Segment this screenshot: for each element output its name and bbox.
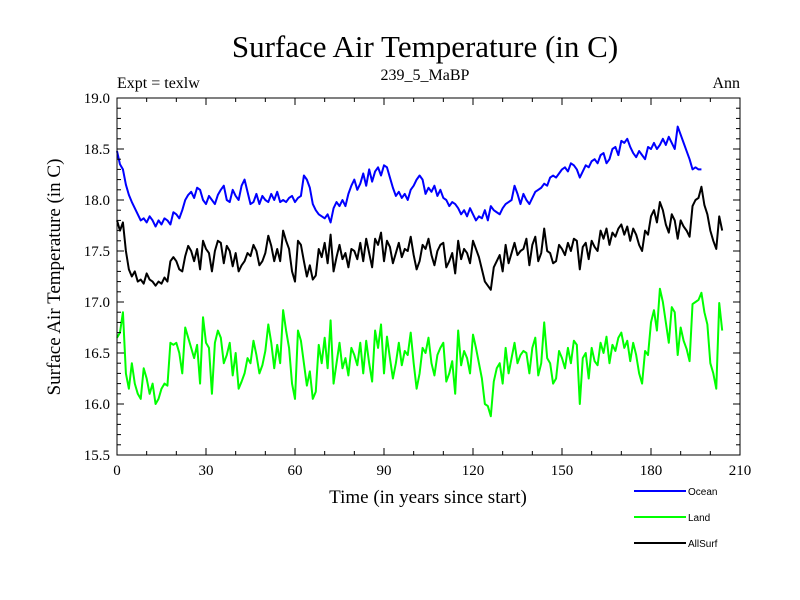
experiment-label: Expt = texlw: [117, 75, 200, 92]
y-tick-label: 16.5: [84, 346, 110, 362]
series-line-land: [116, 287, 724, 418]
legend-label-allsurf: AllSurf: [688, 539, 718, 550]
y-tick-label: 15.5: [84, 448, 110, 464]
x-tick-label: 30: [199, 463, 214, 479]
x-tick-label: 120: [462, 463, 485, 479]
series-layer: [116, 125, 724, 418]
y-tick-label: 19.0: [84, 91, 110, 107]
x-tick-label: 180: [640, 463, 663, 479]
legend: Ocean Land AllSurf: [634, 487, 718, 550]
plot-frame: [116, 97, 741, 456]
plot-area: 0 30 60 90 120 150 180 210 15.5 16.0 16.5 17.0 17.5…: [84, 91, 752, 479]
x-tick-label: 0: [113, 463, 121, 479]
x-tick-label: 60: [288, 463, 303, 479]
series-line-allsurf: [116, 185, 724, 291]
x-tick-label: 150: [551, 463, 574, 479]
x-tick-label: 210: [729, 463, 752, 479]
y-axis-ticks: 15.5 16.0 16.5 17.0 17.5 18.0 18.5 19.0: [84, 91, 740, 464]
y-tick-label: 17.5: [84, 244, 110, 260]
y-tick-label: 18.5: [84, 142, 110, 158]
x-axis-ticks: 0 30 60 90 120 150 180 210: [113, 98, 751, 479]
y-tick-label: 17.0: [84, 295, 110, 311]
x-axis-label: Time (in years since start): [329, 487, 527, 508]
chart-subtitle: 239_5_MaBP: [381, 67, 470, 84]
y-axis-label: Surface Air Temperature (in C): [44, 159, 65, 396]
legend-label-ocean: Ocean: [688, 487, 717, 498]
y-tick-label: 18.0: [84, 193, 110, 209]
y-tick-label: 16.0: [84, 397, 110, 413]
x-tick-label: 90: [377, 463, 392, 479]
series-line-ocean: [116, 125, 702, 228]
period-label: Ann: [712, 75, 740, 92]
chart-title: Surface Air Temperature (in C): [232, 29, 618, 64]
legend-label-land: Land: [688, 513, 710, 524]
